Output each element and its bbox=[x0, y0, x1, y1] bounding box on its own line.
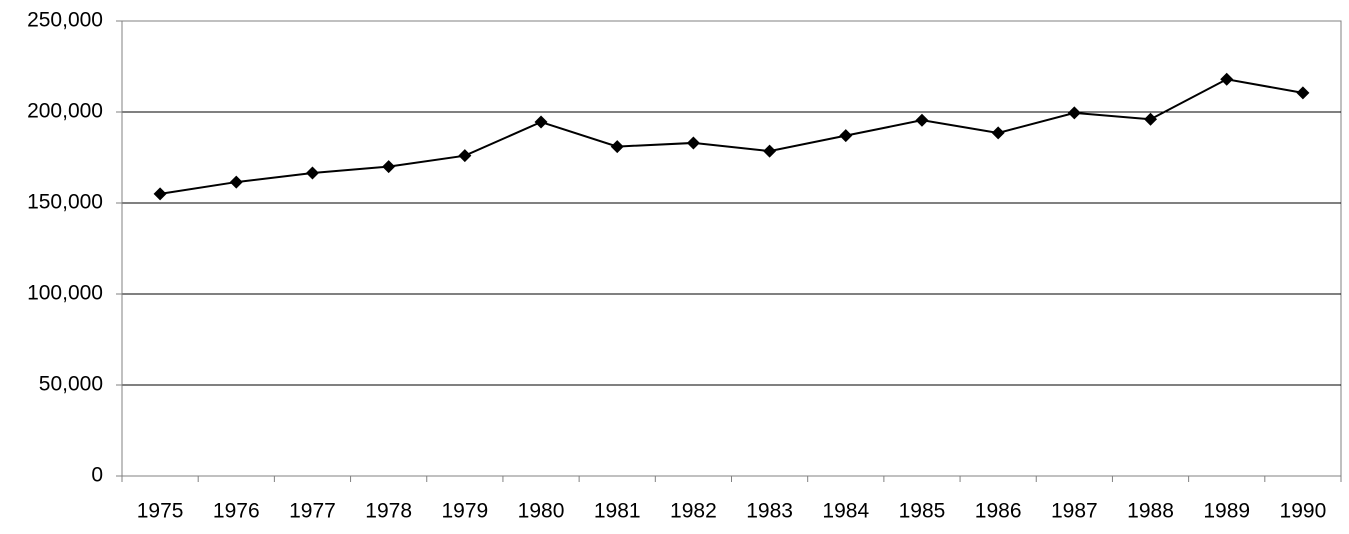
marker bbox=[991, 126, 1005, 140]
x-tick-label: 1985 bbox=[899, 500, 946, 523]
x-tick-label: 1986 bbox=[975, 500, 1022, 523]
marker bbox=[305, 166, 319, 180]
y-tick-label: 0 bbox=[91, 464, 103, 487]
marker bbox=[229, 175, 243, 189]
y-tick-label: 150,000 bbox=[27, 191, 103, 214]
x-tick-label: 1989 bbox=[1203, 500, 1250, 523]
marker bbox=[1220, 72, 1234, 86]
x-tick-label: 1978 bbox=[365, 500, 412, 523]
y-tick-label: 200,000 bbox=[27, 100, 103, 123]
marker bbox=[839, 129, 853, 143]
x-tick-label: 1982 bbox=[670, 500, 717, 523]
marker bbox=[1296, 86, 1310, 100]
x-tick-label: 1976 bbox=[213, 500, 260, 523]
x-tick-label: 1981 bbox=[594, 500, 641, 523]
x-tick-label: 1990 bbox=[1280, 500, 1327, 523]
marker bbox=[382, 160, 396, 174]
marker bbox=[1144, 112, 1158, 126]
x-tick-label: 1987 bbox=[1051, 500, 1098, 523]
x-tick-label: 1983 bbox=[746, 500, 793, 523]
x-tick-label: 1979 bbox=[441, 500, 488, 523]
x-tick-label: 1980 bbox=[518, 500, 565, 523]
marker bbox=[1067, 106, 1081, 120]
marker bbox=[763, 144, 777, 158]
marker bbox=[534, 115, 548, 129]
marker bbox=[686, 136, 700, 150]
x-tick-label: 1984 bbox=[822, 500, 869, 523]
marker bbox=[915, 113, 929, 127]
x-tick-label: 1977 bbox=[289, 500, 336, 523]
marker bbox=[458, 149, 472, 163]
line bbox=[159, 78, 1304, 195]
x-tick-label: 1988 bbox=[1127, 500, 1174, 523]
y-tick-label: 250,000 bbox=[27, 9, 103, 32]
x-tick-label: 1975 bbox=[137, 500, 184, 523]
marker bbox=[610, 140, 624, 154]
y-tick-label: 50,000 bbox=[39, 373, 103, 396]
y-tick-label: 100,000 bbox=[27, 282, 103, 305]
marker bbox=[153, 187, 167, 201]
plot-border bbox=[122, 20, 1342, 476]
